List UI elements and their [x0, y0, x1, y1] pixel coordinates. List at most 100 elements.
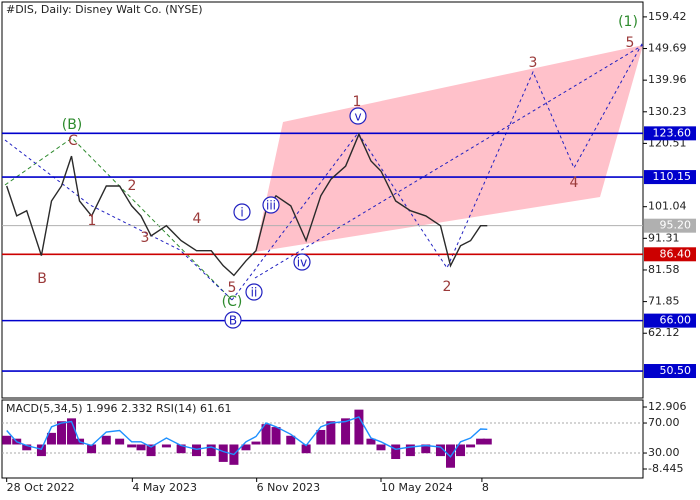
bar — [456, 444, 466, 457]
level-tag — [644, 247, 696, 262]
y-tick-label: 139.96 — [648, 73, 687, 86]
bar — [466, 444, 476, 448]
wave-label: 1 — [353, 94, 362, 110]
bar — [261, 424, 271, 445]
data-line — [6, 132, 488, 277]
y-tick-label: 70.00 — [648, 416, 680, 429]
bar — [101, 435, 111, 445]
x-tick-label: 4 May 2023 — [132, 481, 197, 494]
level-label: 110.15 — [653, 170, 692, 183]
indicator-panel — [1, 399, 644, 479]
channel — [255, 45, 643, 252]
wave-label: (C) — [222, 294, 243, 310]
level-label: 50.50 — [660, 364, 692, 377]
wave-label: iii — [266, 199, 276, 213]
bar — [251, 441, 261, 445]
level-tag — [644, 313, 696, 328]
bar — [376, 444, 386, 451]
bar — [482, 438, 492, 445]
level-tag — [644, 218, 696, 233]
bar — [391, 444, 401, 460]
wave-line — [4, 137, 233, 301]
bar — [176, 444, 186, 454]
x-tick-label: 10 May 2024 — [381, 481, 453, 494]
wave-label: i — [240, 206, 243, 220]
data-line — [6, 416, 488, 458]
bar — [67, 418, 77, 445]
bar — [161, 444, 171, 448]
bar — [271, 427, 281, 445]
bar — [22, 444, 32, 451]
bar — [286, 435, 296, 445]
bar — [206, 444, 216, 457]
wave-label: 4 — [570, 175, 579, 191]
y-tick-label: 81.58 — [648, 263, 680, 276]
bar — [127, 444, 137, 448]
wave-label: B — [229, 314, 237, 328]
wave-label: 3 — [141, 230, 150, 246]
wave-line — [231, 41, 644, 301]
bar — [301, 444, 311, 454]
wave-label: 2 — [443, 279, 452, 295]
bar — [341, 418, 351, 445]
wave-line — [4, 139, 233, 301]
level-label: 95.20 — [660, 219, 692, 232]
main-panel — [1, 1, 644, 399]
bar — [435, 444, 445, 457]
wave-circle — [224, 311, 242, 329]
bar — [87, 444, 97, 454]
bar — [192, 444, 202, 457]
bar — [56, 421, 66, 445]
bar — [136, 444, 146, 451]
y-tick-label: 91.31 — [648, 231, 680, 244]
y-tick-label: 101.04 — [648, 200, 687, 213]
bar — [366, 438, 376, 445]
level-tag — [644, 170, 696, 185]
bar — [326, 421, 336, 445]
wave-label: ii — [251, 286, 258, 300]
wave-label: 3 — [529, 55, 538, 71]
wave-label: (B) — [62, 117, 83, 133]
wave-circle — [245, 283, 263, 301]
y-tick-label: 149.69 — [648, 42, 687, 55]
wave-circle — [233, 203, 251, 221]
wave-label: 5 — [626, 35, 635, 51]
bar — [146, 444, 156, 457]
y-tick-label: 62.12 — [648, 326, 680, 339]
level-tag — [644, 364, 696, 379]
wave-circle — [293, 253, 311, 271]
wave-label: 5 — [228, 280, 237, 296]
x-tick-label: 8 — [482, 481, 489, 494]
bar — [421, 444, 431, 454]
level-label: 86.40 — [660, 247, 692, 260]
y-tick-label: 159.42 — [648, 10, 687, 23]
wave-label: B — [37, 271, 47, 287]
y-tick-label: 71.85 — [648, 295, 680, 308]
wave-label: 4 — [193, 211, 202, 227]
wave-label: 1 — [88, 213, 97, 229]
x-tick-label: 6 Nov 2023 — [257, 481, 320, 494]
wave-circle — [262, 196, 280, 214]
wave-circle — [349, 107, 367, 125]
bar — [36, 444, 46, 457]
bar — [405, 444, 415, 457]
bar — [354, 409, 364, 445]
y-tick-label: 30.00 — [648, 446, 680, 459]
level-tag — [644, 126, 696, 141]
level-label: 66.00 — [660, 314, 692, 327]
wave-label: 2 — [128, 178, 137, 194]
chart-title: #DIS, Daily: Disney Walt Co. (NYSE) — [6, 3, 203, 16]
indicator-title: MACD(5,34,5) 1.996 2.332 RSI(14) 61.61 — [6, 402, 231, 415]
bar — [476, 438, 486, 445]
y-tick-label: 12.906 — [648, 400, 687, 413]
wave-label: (1) — [618, 14, 638, 30]
y-tick-label: -8.445 — [648, 462, 683, 475]
x-tick-label: 28 Oct 2022 — [7, 481, 75, 494]
bar — [241, 444, 251, 451]
bar — [218, 444, 228, 462]
bar — [2, 435, 12, 445]
bar — [46, 432, 56, 445]
y-tick-label: 130.23 — [648, 105, 687, 118]
bar — [316, 429, 326, 445]
